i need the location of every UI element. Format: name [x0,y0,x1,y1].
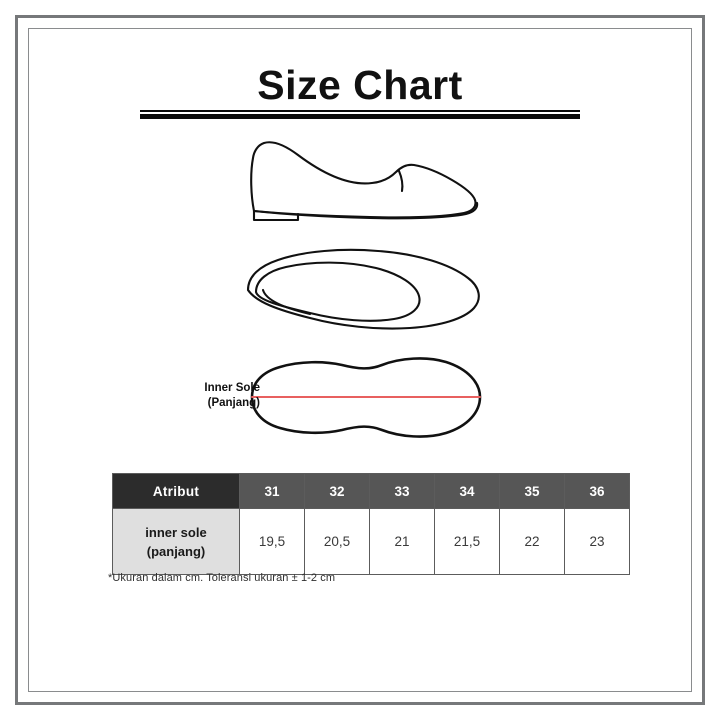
title-divider [140,110,580,119]
table-header-size-35: 35 [499,473,565,509]
shoe-insole-outline-icon [230,350,490,455]
row-label-line1: inner sole [145,524,207,540]
cell-size-36: 23 [564,508,630,575]
table-header-size-34: 34 [434,473,500,509]
page-title: Size Chart [257,62,463,108]
cell-size-32: 20,5 [304,508,370,575]
row-label-inner-sole: inner sole (panjang) [112,508,240,575]
divider-thick-line [140,113,580,119]
divider-thin-line [140,110,580,112]
table-header-size-33: 33 [369,473,435,509]
cell-size-33: 21 [369,508,435,575]
decorative-outer-frame [15,15,705,705]
inner-sole-caption: Inner Sole (Panjang) [150,381,260,411]
table-header-attribute: Atribut [112,473,240,509]
cell-size-31: 19,5 [239,508,305,575]
size-table: Atribut 31 32 33 34 35 36 inner sole (pa… [112,473,630,575]
cell-size-35: 22 [499,508,565,575]
table-header-row: Atribut 31 32 33 34 35 36 [112,473,630,509]
shoe-side-view-icon [230,128,490,229]
inner-sole-caption-line1: Inner Sole [204,382,260,394]
table-header-size-31: 31 [239,473,305,509]
shoe-top-view-icon [230,240,490,341]
decorative-inner-frame [28,28,692,692]
row-label-line2: (panjang) [146,543,206,559]
table-header-size-36: 36 [564,473,630,509]
table-footnote: *Ukuran dalam cm. Toleransi ukuran ± 1-2… [108,572,336,584]
table-row: inner sole (panjang) 19,5 20,5 21 21,5 2… [112,508,630,575]
cell-size-34: 21,5 [434,508,500,575]
table-header-size-32: 32 [304,473,370,509]
divider-gap [140,111,580,114]
inner-sole-caption-line2: (Panjang) [207,397,260,409]
